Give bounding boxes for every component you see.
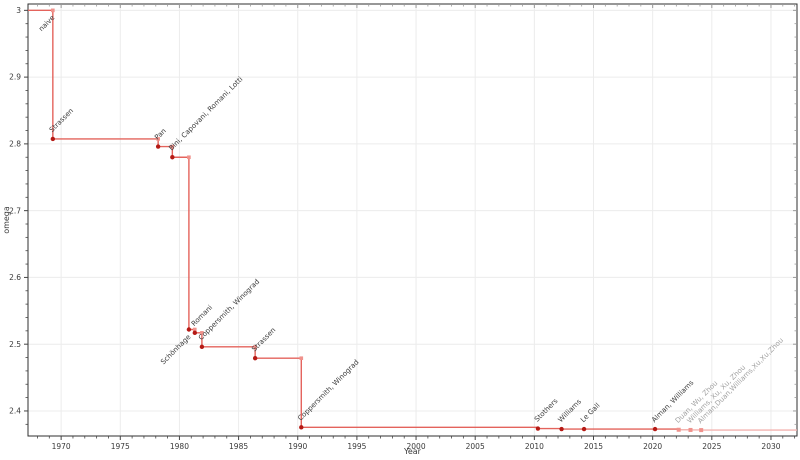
x-tick-label: 2005: [466, 442, 485, 451]
data-point: [192, 330, 198, 336]
data-point-faded: [699, 428, 704, 433]
annotation-label: Stothers: [533, 397, 560, 424]
x-tick-label: 1975: [111, 442, 130, 451]
data-point: [50, 136, 56, 142]
y-tick-label: 2.9: [9, 73, 21, 82]
annotation-label: Coppersmith, Winograd: [296, 358, 360, 422]
data-point-faded: [688, 427, 693, 432]
data-point: [186, 327, 192, 332]
data-point: [535, 426, 541, 431]
x-tick-label: 2015: [584, 442, 603, 451]
x-tick-label: 1980: [170, 442, 189, 451]
x-tick-label: 2000: [407, 442, 426, 451]
x-tick-label: 1985: [229, 442, 248, 451]
corner-marker: [193, 327, 197, 332]
plot-frame: [27, 3, 798, 437]
annotation-label: Schönhage: [159, 333, 192, 366]
data-point: [652, 426, 658, 432]
x-tick-label: 2020: [643, 442, 662, 451]
corner-marker: [170, 144, 175, 149]
x-tick-label: 2010: [525, 442, 544, 451]
y-tick-label: 2.5: [9, 340, 21, 349]
x-tick-label: 1995: [347, 442, 366, 451]
axis-ticks: [24, 4, 797, 440]
annotation-label: Le Gall: [579, 402, 602, 425]
corner-markers: [51, 8, 304, 361]
data-point: [299, 425, 304, 430]
corner-marker: [156, 137, 160, 141]
data-point: [170, 155, 175, 160]
data-point: [559, 426, 564, 432]
x-tick-label: 2030: [761, 442, 780, 451]
data-points: [50, 136, 704, 433]
x-axis-label: Year: [403, 447, 422, 456]
y-tick-label: 2.7: [9, 206, 21, 215]
annotation-label: Strassen: [250, 326, 277, 353]
data-point: [155, 144, 161, 149]
y-tick-label: 2.8: [9, 139, 21, 148]
step-line-faded: [677, 429, 797, 431]
corner-marker: [200, 331, 204, 335]
data-point: [252, 356, 258, 361]
y-tick-label: 2.6: [9, 273, 21, 282]
corner-marker: [51, 8, 55, 13]
tick-labels: 1970 1975 1980 1985 1990 1995 2000 2005 2010 2015…: [9, 6, 781, 451]
x-tick-label: 1990: [288, 442, 307, 451]
data-point-faded: [676, 427, 681, 432]
y-tick-label: 3: [16, 6, 21, 15]
corner-marker: [299, 356, 304, 361]
annotation-label: Pan: [153, 127, 168, 142]
annotation-label: Alman,Duan,Williams,Xu,Xu,Zhou: [696, 336, 785, 425]
y-tick-label: 2.4: [9, 407, 21, 416]
gridlines: [28, 4, 797, 436]
corner-marker: [253, 345, 257, 349]
x-tick-label: 1970: [52, 442, 71, 451]
data-point: [199, 344, 205, 350]
x-tick-label: 2025: [702, 442, 721, 451]
data-point: [581, 426, 587, 432]
annotation-label: Williams, Xu, Xu, Zhou: [686, 363, 748, 425]
corner-marker: [187, 155, 191, 160]
y-axis-label: omega: [2, 206, 11, 234]
